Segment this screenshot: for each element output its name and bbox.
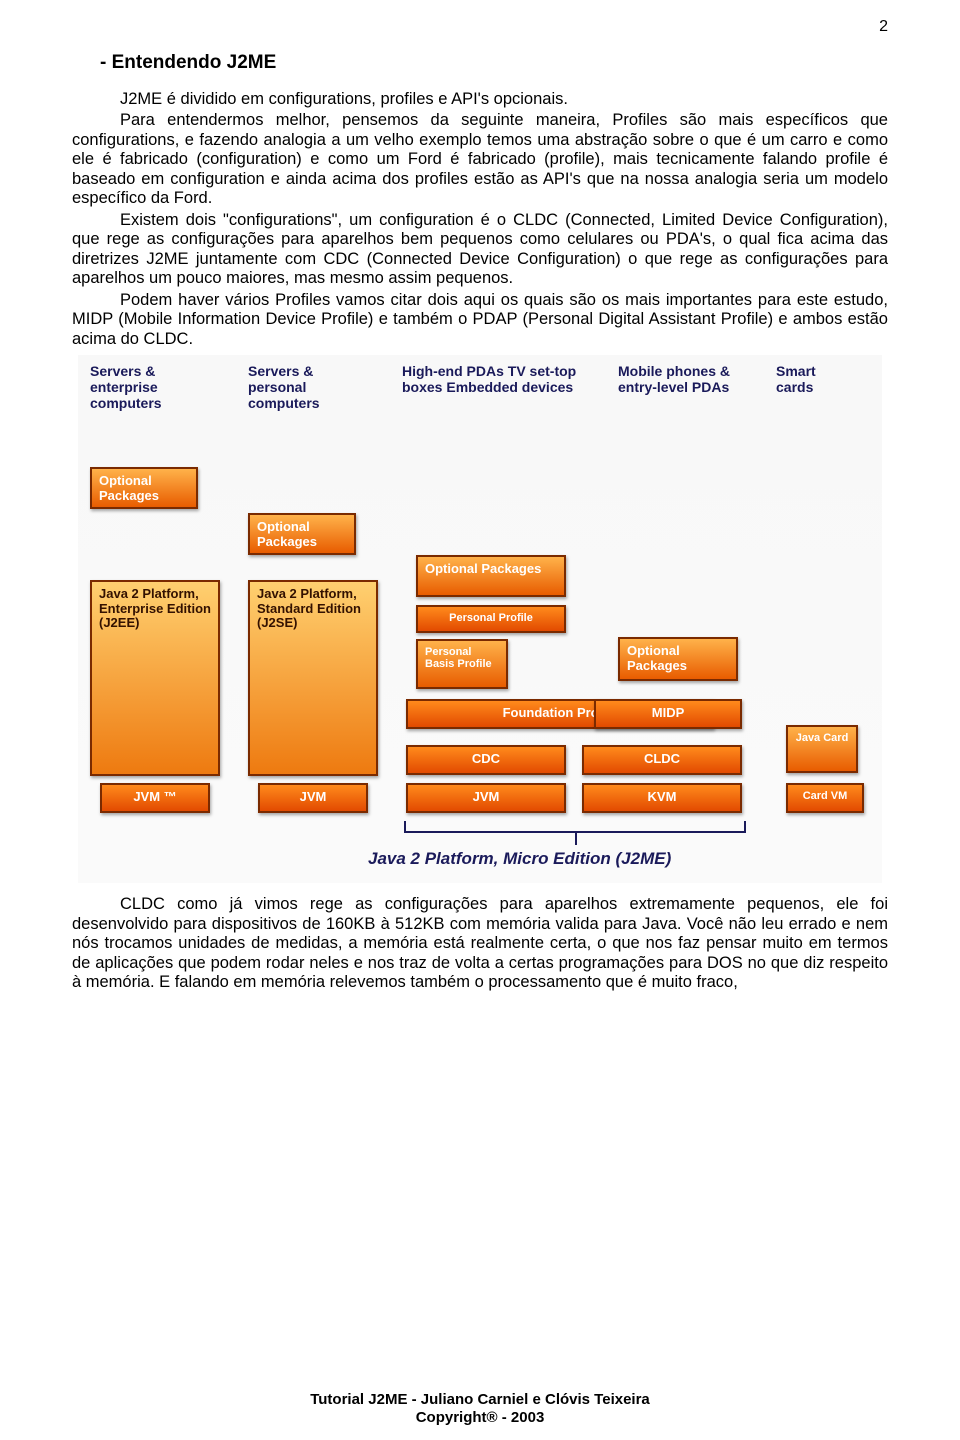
diagram-block: MIDP xyxy=(594,699,742,729)
diagram-block: Personal Profile xyxy=(416,605,566,633)
diagram-block: Optional Packages xyxy=(618,637,738,681)
diagram-column-header: Servers & personal computers xyxy=(248,363,368,411)
diagram-column-header: Smart cards xyxy=(776,363,856,395)
diagram-j2me-label: Java 2 Platform, Micro Edition (J2ME) xyxy=(368,849,671,869)
paragraph-4: Podem haver vários Profiles vamos citar … xyxy=(72,291,888,349)
page-footer: Tutorial J2ME - Juliano Carniel e Clóvis… xyxy=(0,1391,960,1429)
j2me-architecture-diagram: Servers & enterprise computers Servers & … xyxy=(78,355,882,883)
diagram-block: JVM xyxy=(406,783,566,813)
diagram-block: Personal Basis Profile xyxy=(416,639,508,689)
diagram-column-header: Mobile phones & entry-level PDAs xyxy=(618,363,738,395)
diagram-brace xyxy=(404,823,746,833)
diagram-block: JVM xyxy=(258,783,368,813)
paragraph-3: Existem dois "configurations", um config… xyxy=(72,211,888,289)
paragraph-2: Para entendermos melhor, pensemos da seg… xyxy=(72,111,888,208)
diagram-block: KVM xyxy=(582,783,742,813)
diagram-block: CLDC xyxy=(582,745,742,775)
diagram-column-header: High-end PDAs TV set-top boxes Embedded … xyxy=(402,363,577,395)
paragraph-1: J2ME é dividido em configurations, profi… xyxy=(72,90,888,109)
page-number: 2 xyxy=(72,18,888,36)
footer-line-2: Copyright® - 2003 xyxy=(0,1409,960,1428)
diagram-block: JVM ™ xyxy=(100,783,210,813)
section-heading: - Entendendo J2ME xyxy=(100,52,888,74)
paragraph-5: CLDC como já vimos rege as configurações… xyxy=(72,895,888,992)
diagram-block: Java Card xyxy=(786,725,858,773)
diagram-block: Optional Packages xyxy=(248,513,356,555)
diagram-block: CDC xyxy=(406,745,566,775)
diagram-block: Card VM xyxy=(786,783,864,813)
diagram-block: Optional Packages xyxy=(416,555,566,597)
footer-line-1: Tutorial J2ME - Juliano Carniel e Clóvis… xyxy=(0,1391,960,1410)
diagram-block: Java 2 Platform, Enterprise Edition (J2E… xyxy=(90,580,220,776)
diagram-block: Java 2 Platform, Standard Edition (J2SE) xyxy=(248,580,378,776)
diagram-block: Optional Packages xyxy=(90,467,198,509)
diagram-column-header: Servers & enterprise computers xyxy=(90,363,215,411)
